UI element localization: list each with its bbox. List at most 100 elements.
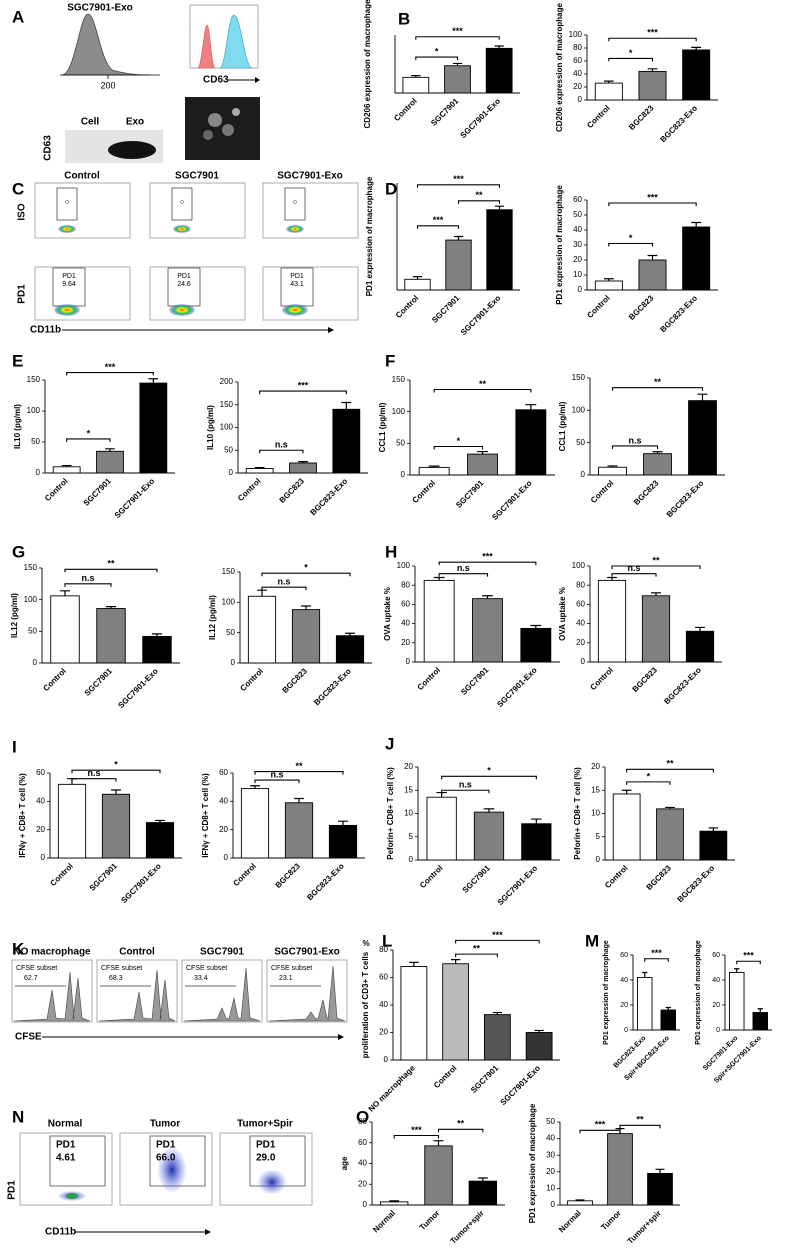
plot-frame — [262, 266, 359, 321]
vesicle — [232, 108, 240, 116]
y-axis-label: proliferation of CD3+ T cells — [361, 951, 370, 1058]
significance-label: * — [487, 766, 491, 776]
bar — [729, 972, 745, 1031]
gate-marker — [65, 200, 69, 204]
significance-label: * — [457, 436, 461, 446]
gate-label: PD1 — [156, 1140, 176, 1151]
x-tick-label: Control — [585, 104, 611, 130]
error-bar — [61, 464, 72, 467]
x-axis-label: CFSE — [15, 1032, 42, 1043]
bar — [145, 822, 175, 859]
significance-label: n.s — [628, 435, 641, 445]
gate — [49, 1135, 106, 1187]
x-tick-label: Control — [43, 477, 69, 503]
bar — [525, 1032, 553, 1061]
bar — [400, 966, 428, 1061]
bar — [101, 793, 131, 859]
significance-label: * — [629, 233, 633, 243]
panel-letter: J — [385, 734, 394, 753]
x-tick-label: SGC7901-Exo — [459, 96, 503, 140]
error-bar — [411, 75, 421, 78]
y-tick-label: 50 — [31, 437, 40, 446]
bar — [445, 239, 472, 291]
x-tick-label: SGC7901-Exo — [499, 1063, 543, 1107]
vesicle — [222, 124, 234, 136]
y-tick-label: 80 — [379, 945, 388, 954]
y-tick-label: 20 — [712, 1002, 720, 1009]
y-axis-label: IL12 (pg/ml) — [10, 593, 19, 638]
x-tick-label: SGC7901 — [83, 666, 115, 698]
significance-label: ** — [652, 555, 660, 565]
gate-label: PD1 — [177, 273, 191, 280]
error-bar — [428, 465, 440, 468]
significance-label: *** — [651, 948, 662, 958]
y-tick-label: 40 — [358, 1159, 367, 1168]
x-tick-label: BGC823 — [645, 863, 674, 892]
y-tick-label: 150 — [24, 563, 38, 572]
y-tick-label: 50 — [576, 438, 585, 447]
error-bar — [389, 1200, 400, 1202]
significance-label: *** — [298, 380, 309, 390]
bar — [57, 783, 87, 859]
bar — [442, 963, 470, 1061]
significance-label: *** — [411, 1125, 422, 1135]
x-tick-label: Control — [585, 294, 611, 320]
y-axis-label: CCL1 (pg/ml) — [558, 401, 567, 451]
panel-letter: L — [382, 931, 392, 950]
gate-label: CFSE subset — [271, 965, 312, 972]
y-tick-label: 60 — [620, 952, 628, 959]
gate-value: 33.4 — [194, 975, 208, 982]
x-tick-label: SGC7901-Exo — [113, 476, 157, 520]
panel-a: SGC7901-Exo 200 CD63 Cell Exo CD63 — [43, 3, 260, 163]
error-bar — [708, 827, 719, 832]
x-tick-label: Control — [48, 862, 74, 888]
panel-letter: F — [385, 351, 395, 370]
y-tick-label: 20 — [404, 762, 413, 771]
overlay-peak — [219, 14, 253, 69]
y-tick-label: 150 — [222, 567, 236, 576]
bar — [139, 382, 168, 474]
x-tick-label: BGC823-Exo — [665, 478, 706, 519]
gate-label: CFSE subset — [186, 965, 227, 972]
bar — [486, 209, 513, 291]
error-bar — [452, 62, 463, 66]
y-tick-label: 60 — [401, 600, 410, 609]
arrow-head — [338, 1034, 344, 1040]
panel-letter: A — [12, 7, 24, 26]
y-tick-label: 60 — [219, 768, 228, 777]
gate-value: 43.1 — [290, 281, 304, 288]
significance-label: * — [114, 760, 118, 770]
histogram-label: SGC7901-Exo — [67, 3, 133, 14]
y-tick-label: 60 — [573, 56, 582, 65]
significance-bracket — [608, 242, 654, 247]
histogram-title: NO macrophage — [13, 947, 91, 958]
bar — [50, 595, 80, 664]
x-tick-label: Tumor — [599, 1209, 623, 1233]
y-axis-label: IL10 (pg/ml) — [206, 405, 215, 450]
y-tick-label: 0 — [36, 468, 41, 477]
y-tick-label: 50 — [573, 210, 582, 219]
x-tick-label: BGC823-Exo — [305, 861, 346, 902]
x-tick-label: BGC823 — [278, 476, 307, 505]
panel-letter: M — [585, 931, 599, 950]
significance-label: *** — [647, 28, 658, 38]
gate — [56, 187, 78, 221]
bar — [607, 1133, 633, 1206]
significance-bracket — [433, 388, 532, 393]
bar — [426, 796, 457, 861]
gate — [284, 187, 306, 221]
y-tick-label: 60 — [36, 768, 45, 777]
error-bar — [691, 221, 702, 227]
bar — [752, 1012, 768, 1031]
panel-letter: G — [12, 542, 25, 561]
column-title: SGC7901-Exo — [277, 171, 343, 182]
plot-title: Normal — [48, 1119, 83, 1130]
x-tick-label: SGC7901 — [82, 476, 114, 508]
error-bar — [105, 448, 115, 452]
y-unit-label: % — [362, 939, 369, 948]
significance-bracket — [66, 438, 111, 442]
panel-letter: C — [12, 179, 24, 198]
x-tick-label: Control — [411, 479, 437, 505]
y-tick-label: 0 — [596, 855, 601, 864]
